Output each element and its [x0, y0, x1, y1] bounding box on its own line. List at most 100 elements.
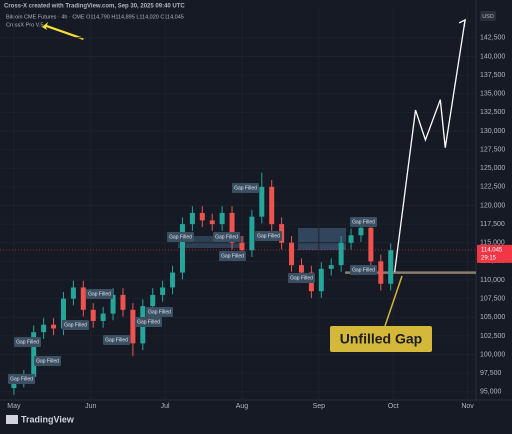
x-tick-label: May [7, 403, 21, 410]
y-tick-label: 115,000 [480, 240, 505, 247]
candle-body [378, 261, 384, 284]
currency: USD [482, 14, 494, 20]
candle-body [338, 242, 344, 266]
candle-body [70, 287, 76, 299]
callout-box [330, 326, 432, 352]
candle-body [358, 227, 364, 236]
projection-arrowhead [458, 18, 466, 28]
symbol-info: Bitcoin CME Futures · 4h · CME O114,790 … [6, 14, 184, 20]
label-box [103, 335, 130, 345]
y-tick-label: 107,500 [480, 295, 505, 302]
label-box [146, 307, 173, 317]
gap-filled-label: Gap Filled [135, 317, 162, 327]
indicator-name: CrossX Pro V.5 [6, 22, 43, 28]
label-box [350, 217, 377, 227]
y-tick-label: 100,000 [480, 351, 505, 358]
label-text: Gap Filled [10, 376, 33, 382]
y-tick-label: 132,500 [480, 109, 505, 116]
candle-body [41, 324, 47, 333]
callout-pointer [384, 275, 403, 327]
y-tick-label: 102,500 [480, 333, 505, 340]
label-box [167, 232, 194, 242]
candle-body [189, 212, 195, 225]
y-tick-label: 122,500 [480, 184, 505, 191]
currency-box [480, 11, 496, 21]
label-text: Gap Filled [105, 337, 128, 343]
gap-filled-label: Gap Filled [213, 232, 240, 242]
candle-body [160, 287, 166, 295]
y-tick-label: 95,000 [480, 389, 502, 396]
label-text: Gap Filled [88, 291, 111, 297]
gap-filled-label: Gap Filled [14, 337, 41, 347]
candle-body [249, 216, 255, 251]
gap-filled-label: Gap Filled [62, 320, 89, 330]
label-box [255, 231, 282, 241]
y-tick-label: 135,000 [480, 91, 505, 98]
label-box [219, 251, 246, 261]
gap-filled-label: Gap Filled [167, 232, 194, 242]
y-tick-label: 120,000 [480, 202, 505, 209]
x-tick-label: Sep [313, 403, 326, 410]
y-tick-label: 127,500 [480, 146, 505, 153]
candle-body [100, 313, 106, 322]
y-tick-label: 142,500 [480, 35, 505, 42]
x-tick-label: Jul [161, 403, 170, 410]
y-tick-label: 130,000 [480, 128, 505, 135]
candle-body [388, 250, 394, 284]
candle-body [348, 235, 354, 243]
candle-body [110, 294, 116, 314]
label-box [232, 183, 259, 193]
candle-body [170, 272, 176, 288]
candle-body [209, 220, 215, 225]
label-text: Gap Filled [36, 358, 59, 364]
label-box [8, 374, 35, 384]
x-tick-label: Nov [461, 403, 474, 410]
brand: TradingView [6, 414, 75, 424]
candle-body [289, 242, 295, 266]
label-text: Gap Filled [169, 234, 192, 240]
label-text: Gap Filled [257, 233, 280, 239]
brand-logo [6, 415, 18, 424]
label-box [213, 232, 240, 242]
candle-body [31, 332, 37, 377]
label-text: Gap Filled [221, 253, 244, 259]
candle-body [51, 324, 57, 329]
label-box [14, 337, 41, 347]
candle-body [179, 224, 185, 273]
gap-filled-label: Gap Filled [8, 374, 35, 384]
gap-filled-label: Gap Filled [86, 289, 113, 299]
y-tick-label: 110,000 [480, 277, 505, 284]
gap-filled-label: Gap Filled [103, 335, 130, 345]
label-text: Gap Filled [352, 219, 375, 225]
gap-filled-label: Gap Filled [350, 265, 377, 275]
label-box [135, 317, 162, 327]
candle-body [130, 309, 136, 344]
gap-filled-label: Gap Filled [288, 273, 315, 283]
label-text: Gap Filled [64, 322, 87, 328]
y-tick-label: 105,000 [480, 314, 505, 321]
label-box [62, 320, 89, 330]
candle-body [368, 227, 374, 262]
gap-filled-label: Gap Filled [219, 251, 246, 261]
candle-body [199, 212, 205, 221]
gap-filled-label: Gap Filled [232, 183, 259, 193]
candle-body [298, 265, 304, 273]
candle-body [60, 298, 66, 329]
label-text: Gap Filled [234, 185, 257, 191]
x-tick-label: Jun [85, 403, 96, 410]
label-text: Gap Filled [148, 309, 171, 315]
label-box [34, 356, 61, 366]
label-box [86, 289, 113, 299]
label-text: Gap Filled [290, 275, 313, 281]
label-text: Gap Filled [137, 319, 160, 325]
candle-body [219, 212, 225, 225]
label-text: Gap Filled [16, 339, 39, 345]
label-box [350, 265, 377, 275]
candle-body [150, 294, 156, 307]
candle-body [90, 309, 96, 322]
callout-text: Unfilled Gap [340, 331, 422, 347]
label-box [288, 273, 315, 283]
